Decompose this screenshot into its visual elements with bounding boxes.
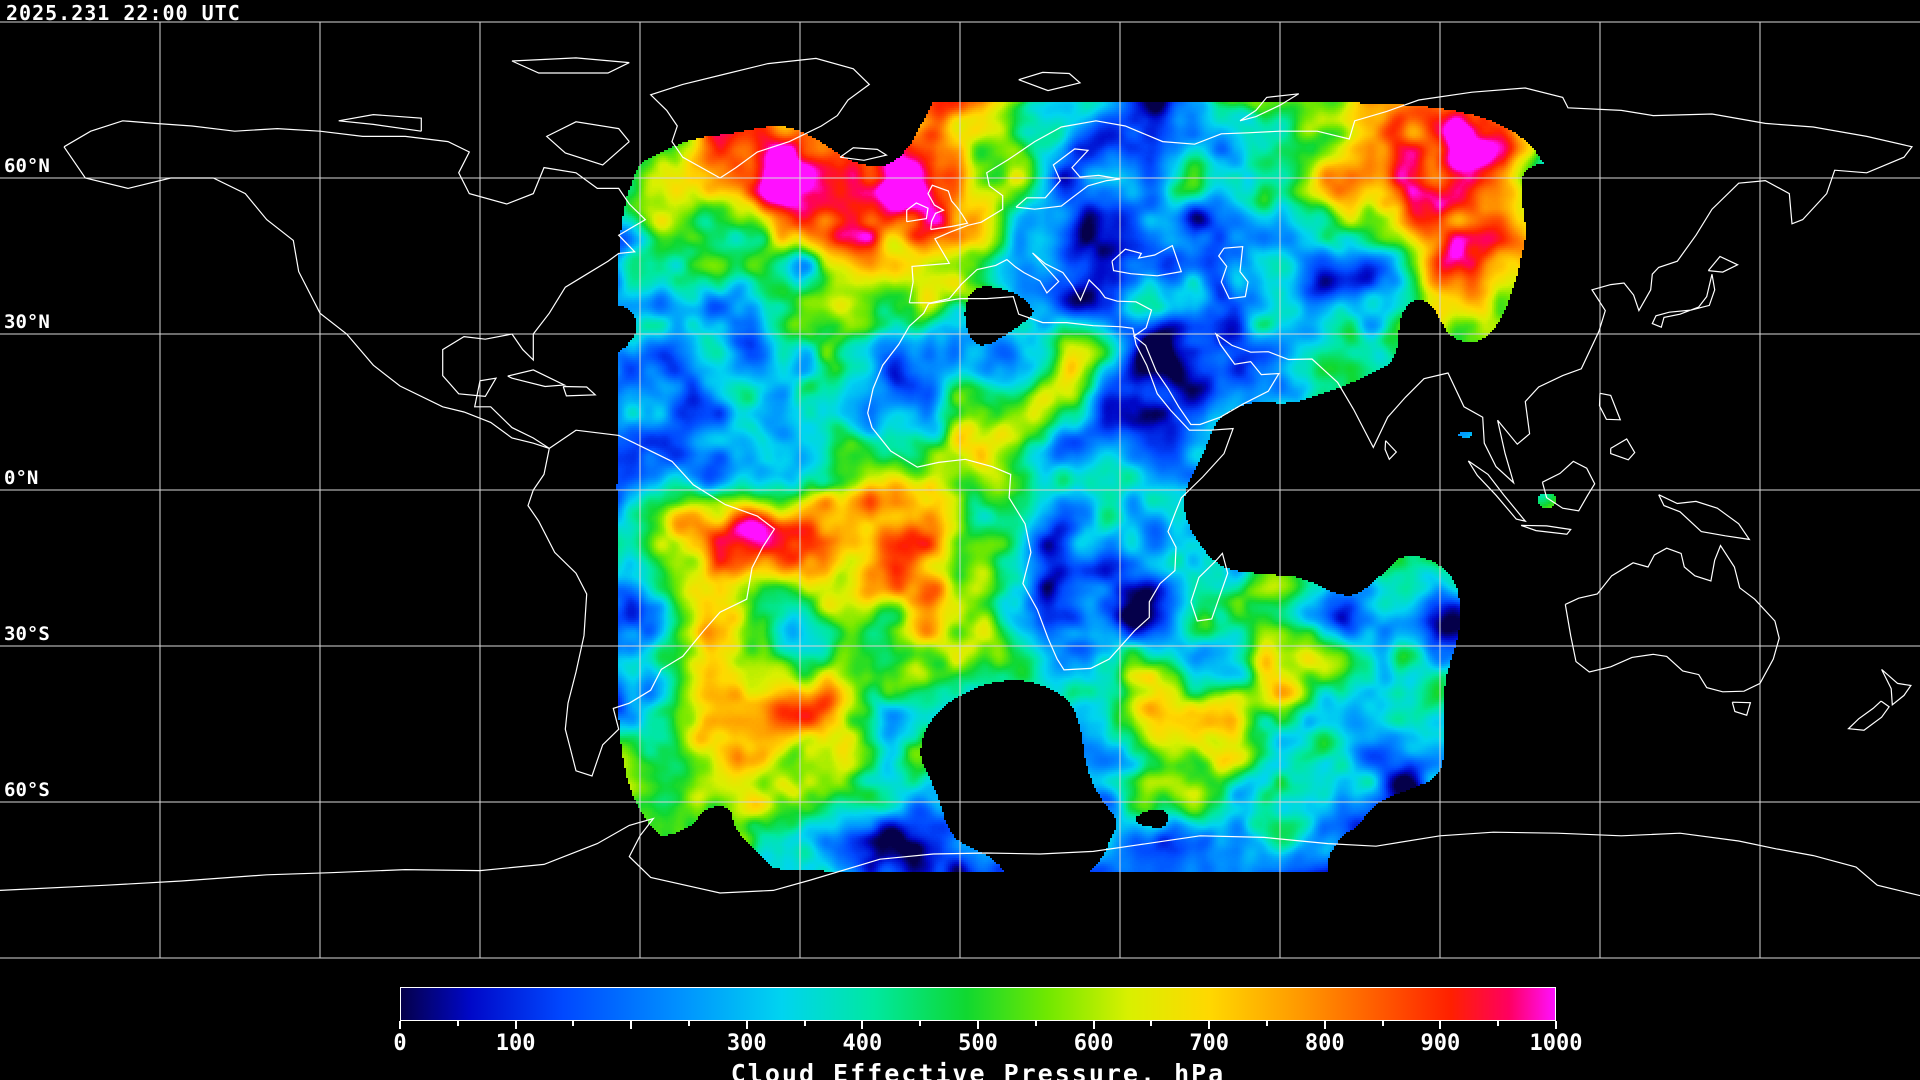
colorbar-tick (399, 1021, 401, 1029)
coastline-path (1015, 148, 1121, 210)
colorbar-tick (745, 1021, 748, 1029)
coastline-path (338, 113, 422, 132)
coastline-path (1731, 701, 1752, 716)
coastline-path (1847, 700, 1890, 731)
colorbar-tick-marks (399, 1021, 1557, 1030)
colorbar-tick (688, 1021, 690, 1026)
coastline-path (649, 57, 871, 179)
colorbar-tick (1150, 1021, 1153, 1026)
colorbar-tick-label: 500 (958, 1031, 998, 1056)
coastline-path (1239, 93, 1300, 122)
colorbar-tick-label: 800 (1304, 1031, 1345, 1056)
colorbar-tick (1266, 1021, 1268, 1026)
coastline-path (908, 87, 1914, 485)
coastlines (0, 57, 1920, 897)
colorbar-tick-label: 400 (842, 1031, 883, 1056)
colorbar-tick (1034, 1021, 1037, 1026)
graticule (0, 21, 1920, 959)
colorbar-tick (1092, 1021, 1095, 1029)
coastline-path (1111, 244, 1183, 277)
coastline-path (527, 429, 776, 777)
latitude-label: 30°N (4, 311, 50, 333)
colorbar-tick (1381, 1021, 1384, 1026)
colorbar-tick (630, 1021, 633, 1029)
latitude-labels: 60°N 30°N 0°N 30°S 60°S (4, 155, 50, 801)
colorbar-tick (1208, 1021, 1211, 1029)
colorbar-gradient-bar (400, 987, 1556, 1021)
latitude-label: 60°S (4, 779, 50, 801)
colorbar-tick-label: 0 (393, 1031, 407, 1056)
colorbar-tick (1497, 1021, 1500, 1026)
coastline-path (1564, 544, 1780, 693)
coastline-path (562, 385, 597, 397)
coastline-path (1384, 440, 1398, 461)
coastline-path (1658, 494, 1751, 541)
colorbar-tick-label: 100 (495, 1031, 536, 1056)
colorbar-tick-label: 700 (1189, 1031, 1230, 1056)
coastline-path (1217, 245, 1249, 300)
latitude-label: 0°N (4, 467, 38, 489)
colorbar-tick-label: 300 (726, 1031, 767, 1056)
coastline-path (1467, 460, 1527, 523)
colorbar-tick-label: 900 (1420, 1031, 1461, 1056)
coastline-path (867, 295, 1234, 671)
coastline-path (1520, 524, 1572, 535)
colorbar-title: Cloud Effective Pressure, hPa (730, 1059, 1226, 1080)
coastline-path (545, 121, 630, 166)
coastline-path (0, 817, 1920, 897)
colorbar-tick (1555, 1021, 1557, 1029)
coastline-path (927, 184, 969, 231)
coastline-path (839, 147, 888, 161)
colorbar-tick (572, 1021, 575, 1026)
coastline-path (1190, 552, 1229, 622)
coastline-path (63, 120, 647, 449)
timestamp-label: 2025.231 22:00 UTC (6, 1, 241, 25)
coastline-path (1881, 668, 1912, 706)
colorbar-tick-label: 600 (1073, 1031, 1114, 1056)
colorbar-tick (514, 1021, 517, 1029)
coastline-path (1610, 438, 1636, 461)
colorbar: 0 100 300 400 500 600 700 800 900 1000 Cloud Effe… (393, 987, 1582, 1080)
coastline-path (507, 369, 567, 388)
colorbar-tick (1439, 1021, 1442, 1029)
colorbar-tick (861, 1021, 864, 1029)
colorbar-tick (977, 1021, 979, 1029)
coastline-path (1707, 255, 1739, 273)
colorbar-tick (1323, 1021, 1326, 1029)
coastline-path (1598, 392, 1622, 421)
coastline-path (511, 57, 630, 74)
coastline-path (1541, 460, 1596, 512)
latitude-label: 60°N (4, 155, 50, 177)
colorbar-tick (919, 1021, 922, 1026)
colorbar-tick (803, 1021, 806, 1026)
latitude-label: 30°S (4, 623, 50, 645)
colorbar-tick (456, 1021, 459, 1026)
coastline-path (1651, 274, 1716, 329)
coastline-path (1018, 71, 1082, 92)
colorbar-tick-label: 1000 (1529, 1031, 1583, 1056)
coastline-path (906, 202, 929, 223)
colorbar-tick-labels: 0 100 300 400 500 600 700 800 900 1000 (393, 1030, 1582, 1056)
